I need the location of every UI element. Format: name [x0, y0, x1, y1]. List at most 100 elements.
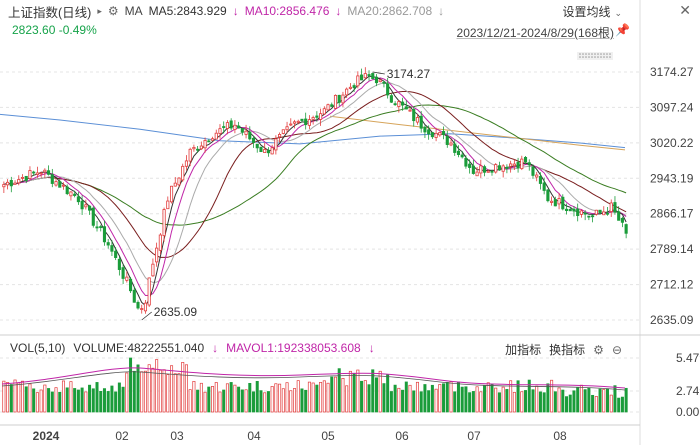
candle-body — [69, 191, 73, 197]
collapse-icon[interactable]: ⊖ — [611, 342, 622, 357]
candle-body — [61, 184, 66, 187]
candle-body — [76, 196, 80, 203]
volume-bar — [360, 380, 364, 413]
candle-body — [20, 176, 25, 179]
candle-body — [553, 199, 557, 207]
ma-settings-button[interactable]: 设置均线 ⌄ — [562, 3, 622, 20]
candle-body — [576, 208, 580, 217]
candle-body — [509, 163, 513, 167]
volume-bar — [151, 367, 155, 413]
volume-bar — [449, 381, 453, 413]
volume-bar — [624, 387, 628, 413]
mavol-short-line — [1, 371, 626, 391]
volume-bar — [483, 385, 487, 413]
volume-bar — [546, 383, 550, 413]
y-tick-label: 3097.24 — [650, 100, 694, 114]
volume-bar — [620, 396, 624, 413]
candle-body — [352, 85, 356, 89]
volume-bar — [162, 369, 166, 413]
candle-body — [441, 131, 446, 135]
candle-body — [285, 126, 289, 131]
candle-body — [587, 215, 591, 218]
close-icon[interactable]: ✕ — [679, 2, 691, 18]
date-range[interactable]: 2023/12/21-2024/8/29(168根) — [456, 26, 614, 40]
index-title[interactable]: 上证指数(日线) — [8, 5, 92, 20]
volume-bar — [423, 384, 427, 413]
volume-bar — [509, 380, 513, 413]
candle-body — [572, 208, 576, 212]
candle-body — [110, 245, 114, 252]
volume-bar — [65, 387, 69, 413]
candle-body — [128, 278, 133, 292]
candle-body — [568, 209, 572, 212]
candle-body — [263, 149, 267, 153]
volume-bar — [2, 380, 6, 413]
candle-body — [393, 103, 397, 106]
switch-indicator-button[interactable]: 换指标 — [549, 343, 586, 357]
volume-bar — [550, 379, 554, 413]
candle-body — [50, 174, 54, 184]
candle-body — [106, 242, 110, 246]
candle-body — [460, 154, 464, 158]
gear-icon[interactable]: ⚙ — [107, 4, 119, 18]
volume-bar — [266, 391, 270, 413]
candle-body — [80, 200, 84, 210]
indicator-name: MA — [124, 4, 143, 18]
volume-bar — [99, 390, 103, 413]
volume-bar — [196, 389, 200, 413]
mavol-value: MAVOL1:192338053.608 — [226, 341, 361, 355]
volume-bar — [91, 388, 95, 413]
candle-body — [538, 176, 542, 184]
pin-icon[interactable]: 📌 — [615, 23, 630, 37]
volume-bar — [307, 381, 311, 413]
volume-bar — [281, 388, 285, 413]
candle-body — [468, 163, 472, 168]
candle-body — [591, 215, 595, 218]
drag-handle-icon[interactable] — [577, 52, 613, 60]
volume-bar — [609, 394, 613, 413]
candle-body — [609, 202, 613, 212]
volume-bar — [259, 390, 263, 413]
candle-body — [408, 109, 412, 112]
x-tick-label: 04 — [247, 429, 261, 443]
vol-label: VOL(5,10) — [10, 341, 66, 355]
volume-tick-label: 2.74亿 — [676, 383, 700, 398]
candle-body — [199, 145, 203, 150]
x-tick-label: 07 — [467, 429, 481, 443]
current-price: 2823.60 — [12, 23, 56, 37]
volume-bar — [348, 370, 352, 413]
candle-body — [162, 209, 166, 236]
candle-body — [564, 208, 569, 211]
volume-bar — [613, 385, 617, 413]
volume-bar — [192, 381, 196, 413]
volume-bar — [438, 384, 442, 413]
volume-bar — [404, 381, 408, 413]
candle-body — [438, 132, 442, 136]
candle-body — [363, 73, 367, 79]
candle-body — [117, 258, 121, 270]
candle-body — [497, 165, 502, 171]
expand-arrow-icon[interactable]: ▸ — [97, 5, 102, 16]
volume-bar — [289, 390, 293, 413]
volume-bar — [341, 378, 345, 413]
volume-bar — [188, 389, 192, 413]
add-indicator-button[interactable]: 加指标 — [505, 343, 542, 357]
candle-body — [169, 185, 174, 203]
ma20-value: MA20:2862.708 — [347, 4, 433, 18]
volume-header: VOL(5,10) VOLUME:48222551.040 ↓ MAVOL1:1… — [10, 341, 375, 355]
candle-body — [434, 132, 438, 138]
volume-bar — [494, 387, 498, 413]
candle-body — [147, 277, 151, 306]
volume-bar — [568, 394, 572, 413]
candle-body — [605, 212, 610, 215]
candle-body — [292, 121, 297, 124]
volume-bar — [579, 384, 583, 413]
volume-bar — [80, 387, 84, 413]
gear-icon[interactable]: ⚙ — [593, 342, 604, 357]
volume-bar — [538, 391, 542, 413]
volume-bar — [28, 383, 32, 413]
volume-bar — [13, 379, 17, 413]
volume-bar — [24, 386, 28, 413]
candle-body — [65, 186, 69, 195]
